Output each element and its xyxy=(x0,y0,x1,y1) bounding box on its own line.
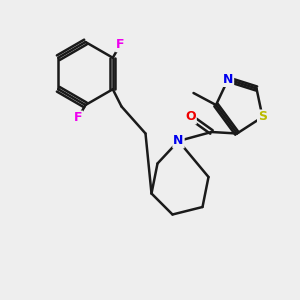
Text: S: S xyxy=(258,110,267,124)
Text: O: O xyxy=(185,110,196,124)
Text: N: N xyxy=(173,134,184,148)
Text: F: F xyxy=(116,38,124,51)
Text: N: N xyxy=(223,73,233,86)
Text: F: F xyxy=(74,112,82,124)
